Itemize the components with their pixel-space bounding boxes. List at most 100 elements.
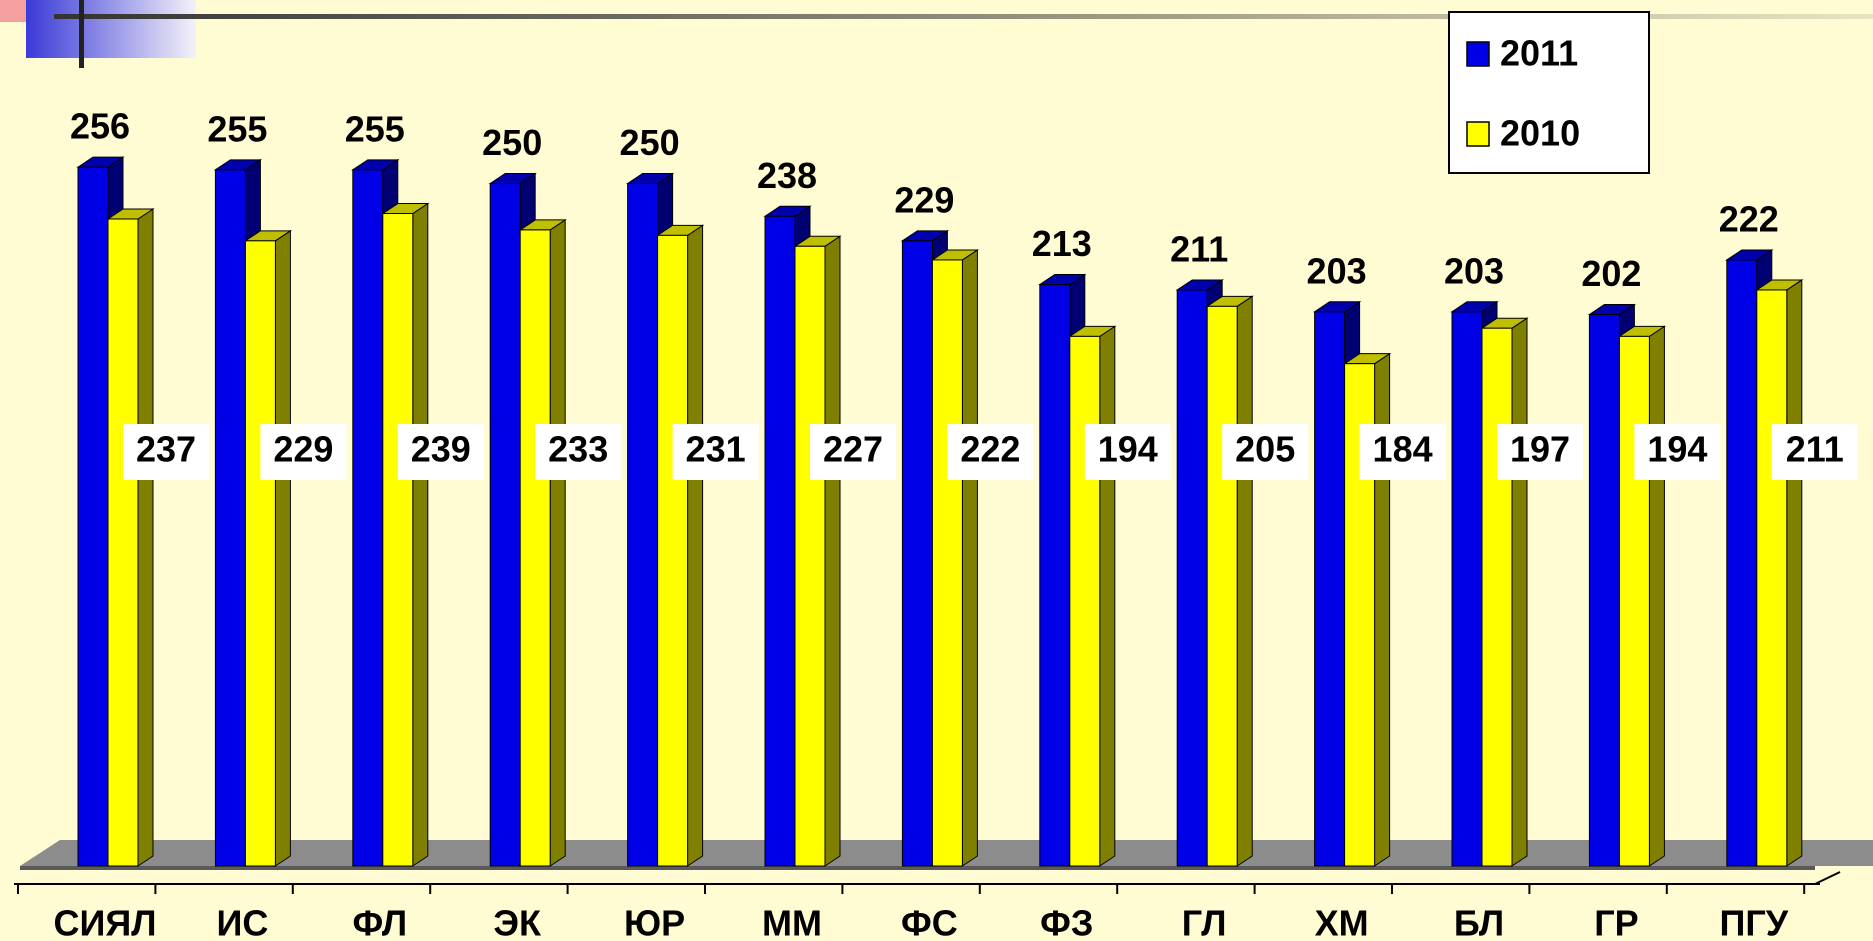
bar: [1617, 325, 1667, 867]
x-axis: [1814, 871, 1841, 885]
bar-front: [931, 259, 963, 867]
data-label: 194: [1098, 429, 1158, 470]
data-label: 233: [548, 429, 608, 470]
data-label: 222: [960, 429, 1020, 470]
x-tick-label: ГЛ: [1182, 903, 1227, 941]
data-label: 255: [207, 108, 267, 149]
x-tick-label: СИЯЛ: [53, 903, 156, 941]
data-label: 197: [1510, 429, 1570, 470]
bar-front: [519, 229, 551, 867]
data-label: 256: [70, 106, 130, 147]
bar-side: [274, 229, 291, 867]
bar-side: [687, 224, 704, 867]
bar-front: [1314, 311, 1346, 867]
bar-side: [1648, 325, 1665, 867]
x-tick-label: ПГУ: [1719, 903, 1788, 941]
bar-front: [1481, 327, 1513, 867]
bar: [1755, 279, 1804, 867]
bar-front: [382, 213, 414, 867]
data-label: 229: [894, 179, 954, 220]
data-label-box: [397, 424, 484, 480]
data-label: 203: [1307, 250, 1367, 291]
x-tick-label: ЮР: [624, 903, 685, 941]
data-label: 255: [345, 108, 405, 149]
bar-front: [1618, 335, 1650, 867]
x-tick-label: БЛ: [1454, 903, 1504, 941]
data-label-box: [672, 424, 759, 480]
data-label: 211: [1786, 429, 1844, 470]
x-tick-label: ЭК: [493, 903, 542, 941]
bar: [1068, 325, 1117, 867]
data-label: 227: [823, 429, 883, 470]
data-label: 250: [482, 122, 542, 163]
bar: [243, 229, 293, 867]
bar-side: [1511, 317, 1528, 867]
data-label: 194: [1647, 429, 1707, 470]
data-label-box: [535, 424, 622, 480]
x-tick-label: ФС: [901, 903, 958, 941]
bar-front: [901, 240, 933, 867]
data-label-box: [1771, 424, 1858, 480]
data-label-box: [123, 424, 209, 480]
bar-front: [1206, 305, 1238, 867]
data-label: 237: [136, 429, 196, 470]
legend-swatch: [1466, 41, 1490, 67]
legend-swatch: [1466, 121, 1490, 147]
bar: [381, 202, 430, 867]
data-label-box: [1634, 424, 1721, 480]
x-tick-label: ИС: [216, 903, 268, 941]
data-label: 205: [1235, 429, 1295, 470]
bar-front: [244, 240, 276, 867]
data-label-box: [1497, 424, 1583, 480]
bar-front: [764, 215, 796, 867]
bar-front: [352, 169, 384, 867]
data-label: 213: [1032, 223, 1092, 264]
data-label: 250: [620, 122, 680, 163]
floor: [20, 866, 1815, 870]
bar-front: [794, 245, 826, 867]
bar-front: [1756, 289, 1788, 867]
x-tick-label: ХМ: [1315, 903, 1369, 941]
bar: [655, 224, 705, 867]
data-label: 211: [1170, 228, 1228, 269]
decor-line: [54, 14, 1873, 19]
bar-side: [137, 208, 154, 867]
bar-side: [412, 202, 429, 867]
decor-line: [79, 0, 84, 68]
bar-side: [1099, 325, 1116, 867]
bar-side: [1236, 295, 1253, 867]
data-label: 203: [1444, 250, 1504, 291]
bar-side: [824, 235, 841, 867]
data-label-box: [1359, 424, 1446, 480]
data-label-box: [947, 424, 1034, 480]
bar-front: [214, 169, 246, 867]
bar-side: [549, 218, 566, 867]
bar-front: [627, 183, 659, 867]
legend-label: 2010: [1500, 113, 1580, 154]
bar: [106, 208, 155, 867]
bar: [930, 249, 980, 867]
data-label-box: [260, 424, 347, 480]
x-tick-label: ГР: [1594, 903, 1638, 941]
x-tick-label: ФЛ: [352, 903, 407, 941]
bar-side: [961, 249, 978, 867]
x-tick-label: ММ: [762, 903, 822, 941]
bar-front: [1726, 259, 1758, 867]
bar: [1480, 317, 1529, 867]
bar-front: [1069, 335, 1101, 867]
data-label-box: [1222, 424, 1309, 480]
data-label: 202: [1581, 253, 1641, 294]
bar-front: [1451, 311, 1483, 867]
bar-front: [77, 166, 109, 867]
decor-square: [26, 0, 196, 58]
data-label: 184: [1373, 429, 1433, 470]
bar-front: [657, 234, 689, 867]
bar-front: [1039, 284, 1071, 867]
data-label: 238: [757, 155, 817, 196]
x-tick-label: ФЗ: [1040, 903, 1093, 941]
legend-label: 2011: [1500, 33, 1578, 74]
bar: [793, 235, 842, 867]
bar-front: [107, 218, 139, 867]
bar: [518, 218, 567, 867]
